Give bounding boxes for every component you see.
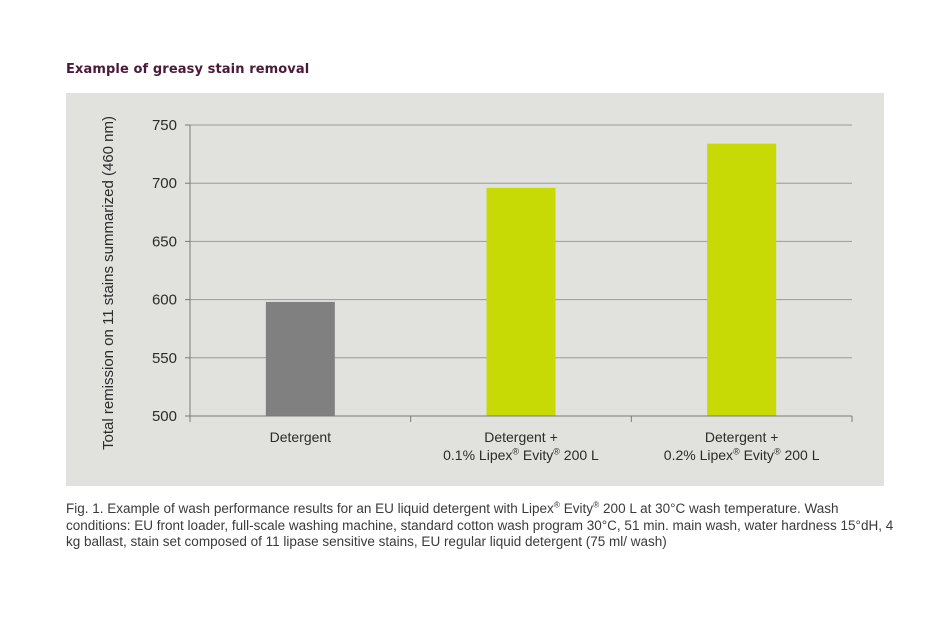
bar [707,143,777,416]
y-axis-label-container: Total remission on 11 stains summarized … [86,98,132,468]
chart-panel: 500 550 600 650 700 750 [66,93,884,486]
bar-chart: 500 550 600 650 700 750 [152,117,853,425]
y-tick-label: 500 [152,408,177,425]
x-tick-label-line: Detergent [269,429,332,445]
chart-heading: Example of greasy stain removal [66,62,310,77]
y-tick-label: 600 [152,292,177,309]
x-tick-label-line: 0.2% Lipex® Evity® 200 L [663,446,820,463]
bar [265,301,335,416]
figure-caption: Fig. 1. Example of wash performance resu… [66,499,894,549]
x-tick-label: Detergent +0.2% Lipex® Evity® 200 L [632,428,852,464]
x-tick-label: Detergent +0.1% Lipex® Evity® 200 L [411,428,631,464]
y-tick-label: 700 [152,175,177,192]
x-tick-label-line: Detergent + [704,429,779,445]
y-tick-label: 650 [152,233,177,250]
bar [486,187,556,416]
y-tick-label: 750 [152,117,177,134]
y-tick-label: 550 [152,350,177,367]
x-tick-label: Detergent [190,428,410,446]
x-tick-label-line: 0.1% Lipex® Evity® 200 L [443,446,599,463]
y-axis-label: Total remission on 11 stains summarized … [100,115,117,451]
x-tick-label-line: Detergent + [484,429,558,445]
